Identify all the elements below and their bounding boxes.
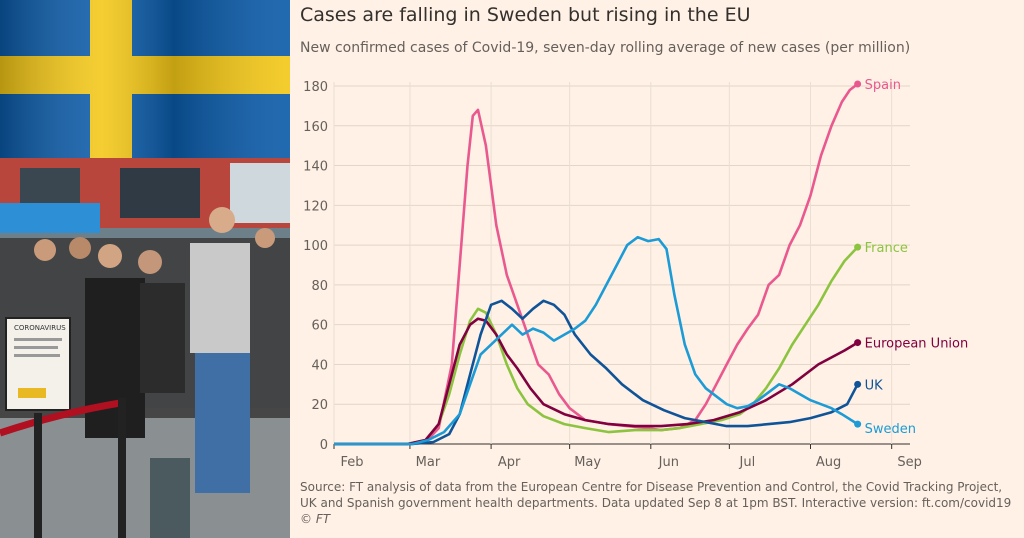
chart-title: Cases are falling in Sweden but rising i… [300,4,751,26]
source-note: Source: FT analysis of data from the Eur… [300,479,1015,527]
x-tick-label: Sep [897,455,922,470]
source-text: Source: FT analysis of data from the Eur… [300,480,1012,510]
chart-panel: Cases are falling in Sweden but rising i… [290,0,1024,538]
x-tick-label: Apr [498,455,521,470]
y-tick-label: 120 [303,199,328,214]
x-tick-label: May [574,455,601,470]
y-tick-label: 40 [311,358,328,373]
queue-photo-image: CORONAVIRUS [0,158,290,538]
photo-panel: CORONAVIRUS [0,0,290,538]
series-end-dot-spain [854,80,862,88]
series-label-european-union: European Union [865,337,969,352]
line-chart: 0 20 40 60 80 100 120 140 160 180 Feb Mar Apr May Jun J… [303,78,969,470]
series-line-uk [334,299,859,446]
y-tick-label: 100 [303,239,328,254]
series-end-dot-european-union [854,339,862,347]
copyright-text: © FT [300,512,331,526]
x-tick-label: Mar [416,455,441,470]
sign-heading: CORONAVIRUS [14,324,66,332]
series-end-dot-uk [854,380,862,388]
series-end-dot-sweden [854,420,862,428]
y-tick-label: 0 [320,438,328,453]
x-tick-label: Feb [340,455,363,470]
x-tick-label: Jun [658,455,679,470]
series-line-spain [334,82,859,446]
x-tick-label: Aug [816,455,841,470]
series-label-uk: UK [865,378,884,393]
series-label-sweden: Sweden [865,422,916,437]
series-end-dot-france [854,243,862,251]
y-tick-label: 140 [303,160,328,175]
y-tick-label: 80 [311,279,328,294]
y-tick-label: 180 [303,80,328,95]
series-label-spain: Spain [865,78,901,93]
chart-subtitle: New confirmed cases of Covid-19, seven-d… [300,40,911,56]
swedish-flag-image [0,0,290,158]
series-line-european-union [334,317,859,446]
x-tick-label: Jul [739,455,756,470]
series-line-france [334,246,859,446]
y-tick-label: 160 [303,120,328,135]
y-tick-label: 20 [311,398,328,413]
series-label-france: France [865,241,908,256]
series-line-sweden [334,235,859,446]
y-tick-label: 60 [311,319,328,334]
